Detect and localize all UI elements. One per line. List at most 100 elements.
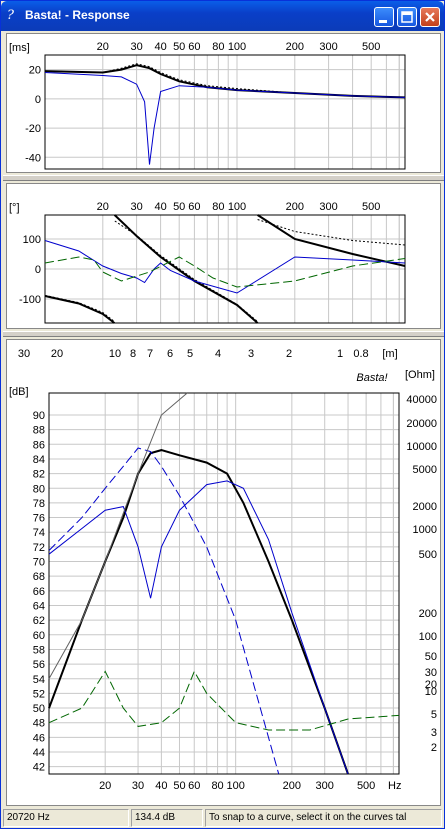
y2-tick-label: 500 bbox=[419, 549, 437, 561]
freq-tick-label: 20 bbox=[97, 201, 109, 213]
freq-tick-label: 30 bbox=[130, 41, 142, 53]
freq-tick-label: 60 bbox=[188, 201, 200, 213]
freq-tick-label: 100 bbox=[228, 41, 246, 53]
wavelength-tick-label: 3 bbox=[248, 348, 254, 360]
freq-tick-label: 40 bbox=[154, 201, 166, 213]
y-tick-label: -40 bbox=[25, 152, 41, 164]
y-tick-label: 68 bbox=[33, 571, 45, 583]
y2-tick-label: 2 bbox=[431, 742, 437, 754]
series-line-3 bbox=[44, 72, 406, 165]
series-line-4 bbox=[44, 256, 406, 288]
spl-impedance-chart: 9088868482807876747270686664626058565452… bbox=[9, 348, 437, 792]
group-delay-panel[interactable]: 20 0 -20 -40 [ms] 20 30 40 50 60 80 100 200 300 500 bbox=[6, 33, 441, 173]
status-level: 134.4 dB bbox=[131, 809, 203, 827]
freq-tick-label: 50 bbox=[173, 780, 185, 792]
y2-tick-label: 30 bbox=[425, 667, 437, 679]
status-hint: To snap to a curve, select it on the cur… bbox=[205, 809, 442, 827]
status-bar: 20720 Hz 134.4 dB To snap to a curve, se… bbox=[3, 809, 442, 827]
y-tick-label: 90 bbox=[33, 410, 45, 422]
series-line-1 bbox=[48, 449, 349, 775]
maximize-button[interactable] bbox=[397, 7, 417, 27]
minimize-button[interactable] bbox=[374, 7, 394, 27]
y-tick-label: 100 bbox=[23, 234, 41, 246]
freq-tick-label: 60 bbox=[188, 41, 200, 53]
wavelength-tick-label: [m] bbox=[382, 348, 397, 360]
y-tick-label: 74 bbox=[33, 527, 45, 539]
title-bar[interactable]: ? Basta! - Response bbox=[1, 1, 444, 31]
y2-tick-label: 20 bbox=[425, 679, 437, 691]
y2-tick-label: 2000 bbox=[413, 501, 437, 513]
freq-tick-label: 50 bbox=[173, 201, 185, 213]
y2-tick-label: 5000 bbox=[413, 464, 437, 476]
wavelength-tick-label: 8 bbox=[130, 348, 136, 360]
phase-chart: 100 0 -100 [°] 20 30 40 50 60 80 100 200 300 500 bbox=[9, 201, 406, 324]
freq-tick-label: 20 bbox=[97, 41, 109, 53]
close-button[interactable] bbox=[420, 7, 440, 27]
freq-tick-label: 100 bbox=[228, 201, 246, 213]
plot-frame bbox=[44, 214, 406, 324]
series-line-5 bbox=[48, 392, 188, 680]
wavelength-tick-label: 2 bbox=[286, 348, 292, 360]
series-line-4 bbox=[48, 670, 400, 731]
x-unit-label: Hz bbox=[388, 780, 401, 792]
y-tick-label: -100 bbox=[19, 294, 41, 306]
wavelength-tick-label: 1 bbox=[337, 348, 343, 360]
freq-tick-label: 80 bbox=[211, 780, 223, 792]
freq-tick-label: 30 bbox=[130, 201, 142, 213]
panel-splitter[interactable] bbox=[3, 331, 444, 337]
y-tick-label: 20 bbox=[29, 65, 41, 77]
freq-tick-label: 500 bbox=[362, 41, 380, 53]
freq-tick-label: 100 bbox=[226, 780, 244, 792]
question-mark-icon: ? bbox=[7, 8, 14, 23]
freq-tick-label: 80 bbox=[212, 201, 224, 213]
y-tick-label: 72 bbox=[33, 542, 45, 554]
freq-tick-label: 40 bbox=[155, 780, 167, 792]
freq-tick-label: 40 bbox=[154, 41, 166, 53]
wavelength-tick-label: 10 bbox=[109, 348, 121, 360]
series-line-2 bbox=[44, 219, 406, 322]
y-axis-unit-label: [°] bbox=[9, 202, 20, 214]
y-tick-label: 44 bbox=[33, 747, 45, 759]
wavelength-tick-label: 0.8 bbox=[353, 348, 368, 360]
y2-tick-label: 50 bbox=[425, 651, 437, 663]
y-axis-unit-label: [dB] bbox=[9, 386, 29, 398]
series-line-3 bbox=[44, 240, 406, 294]
y-tick-label: 50 bbox=[33, 703, 45, 715]
spl-panel[interactable]: 90 88 86 84 82 80 78 76 74 72 70 68 66 64 62 60 58 56 54 52… bbox=[6, 339, 441, 806]
y-tick-label: -20 bbox=[25, 123, 41, 135]
freq-tick-label: 300 bbox=[316, 780, 334, 792]
y-tick-label: 48 bbox=[33, 718, 45, 730]
y-tick-label: 52 bbox=[33, 688, 45, 700]
y2-tick-label: 200 bbox=[419, 608, 437, 620]
panel-splitter[interactable] bbox=[3, 175, 444, 181]
freq-tick-label: 500 bbox=[357, 780, 375, 792]
freq-tick-label: 80 bbox=[212, 41, 224, 53]
y-tick-label: 0 bbox=[35, 94, 41, 106]
wavelength-tick-label: 20 bbox=[51, 348, 63, 360]
status-frequency: 20720 Hz bbox=[3, 809, 129, 827]
y-tick-label: 56 bbox=[33, 659, 45, 671]
freq-tick-label: 20 bbox=[99, 780, 111, 792]
group-delay-chart: 200-20-40[ms] 20 30 40 50 60 80 100 200 300 500 bbox=[9, 41, 406, 170]
wavelength-tick-label: 4 bbox=[215, 348, 221, 360]
maximize-icon bbox=[401, 11, 413, 23]
y2-tick-label: 1000 bbox=[413, 524, 437, 536]
window-title: Basta! - Response bbox=[25, 8, 130, 22]
y2-tick-label: 5 bbox=[431, 709, 437, 721]
y-axis-unit-label: [ms] bbox=[9, 42, 30, 54]
y-tick-label: 64 bbox=[33, 600, 45, 612]
wavelength-tick-label: 5 bbox=[187, 348, 193, 360]
series-line-2 bbox=[44, 63, 406, 98]
freq-tick-label: 300 bbox=[319, 201, 337, 213]
y-tick-label: 58 bbox=[33, 644, 45, 656]
y2-tick-label: 100 bbox=[419, 631, 437, 643]
series-line-3 bbox=[48, 480, 349, 775]
y-tick-label: 76 bbox=[33, 513, 45, 525]
freq-tick-label: 50 bbox=[173, 41, 185, 53]
y-tick-label: 80 bbox=[33, 483, 45, 495]
freq-tick-label: 500 bbox=[362, 201, 380, 213]
y-tick-label: 62 bbox=[33, 615, 45, 627]
phase-panel[interactable]: 100 0 -100 [°] 20 30 40 50 60 80 100 200 300 500 bbox=[6, 183, 441, 329]
freq-tick-label: 200 bbox=[286, 41, 304, 53]
